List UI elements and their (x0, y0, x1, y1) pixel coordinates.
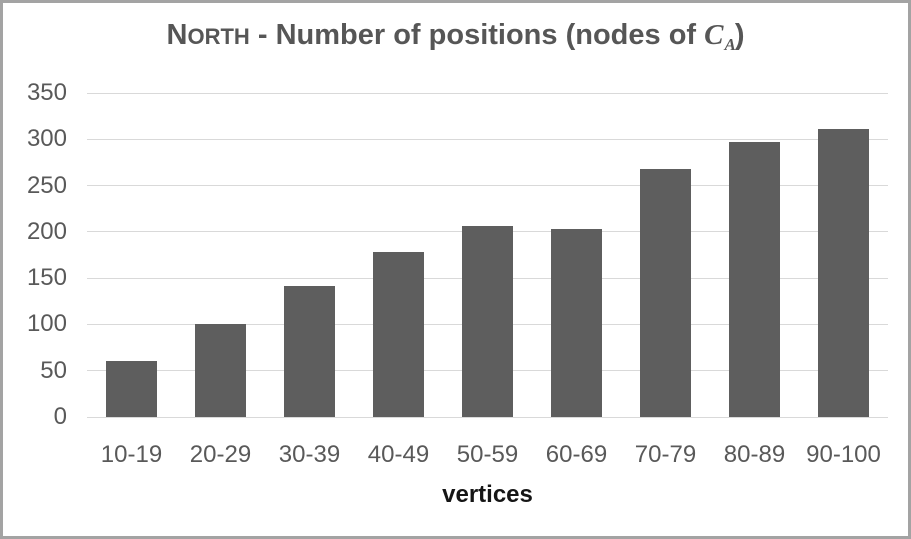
title-main-text: Number of positions (nodes of (275, 19, 705, 51)
title-smallcaps-initial: N (166, 19, 188, 51)
x-tick-label: 20-29 (189, 441, 252, 468)
gridline (87, 138, 888, 140)
x-tick-label: 10-19 (100, 441, 163, 468)
x-tick-label: 80-89 (723, 441, 786, 468)
bar-70-79 (640, 168, 691, 417)
bar-10-19 (106, 360, 157, 417)
x-axis-title: vertices (442, 481, 533, 508)
bar-60-69 (551, 229, 602, 417)
y-tick-label: 100 (26, 310, 67, 338)
gridline (87, 92, 888, 94)
x-tick-label: 40-49 (367, 441, 430, 468)
x-axis: 10-19 20-29 30-39 40-49 50-59 60-69 70-79 80-89… (87, 440, 888, 470)
plot-area (87, 92, 888, 418)
y-tick-label: 50 (40, 356, 67, 384)
y-tick-label: 350 (26, 79, 67, 106)
x-tick-label: 50-59 (456, 441, 519, 468)
title-smallcaps-rest: ORTH (187, 24, 250, 49)
y-tick-label: 250 (26, 171, 67, 199)
x-tick-label: 30-39 (278, 441, 341, 468)
bar-40-49 (373, 252, 424, 417)
bar-90-100 (818, 129, 869, 417)
gridline (87, 185, 888, 187)
title-separator: - (249, 19, 276, 51)
x-tick-label: 90-100 (806, 441, 881, 468)
y-tick-label: 300 (26, 125, 67, 153)
title-close-paren: ) (734, 19, 745, 51)
title-math-variable: C (704, 19, 724, 51)
bar-30-39 (284, 285, 335, 417)
bar-20-29 (195, 324, 246, 417)
chart-title: NORTH - Number of positions (nodes of CA… (3, 19, 908, 54)
x-tick-label: 60-69 (545, 441, 608, 468)
y-tick-label: 0 (53, 403, 67, 430)
x-tick-label: 70-79 (634, 441, 697, 468)
bar-50-59 (462, 226, 513, 417)
y-tick-label: 200 (26, 217, 67, 245)
bar-80-89 (729, 142, 780, 417)
title-math-subscript: A (724, 35, 736, 54)
y-tick-label: 150 (26, 264, 67, 292)
x-axis-line (87, 416, 888, 418)
